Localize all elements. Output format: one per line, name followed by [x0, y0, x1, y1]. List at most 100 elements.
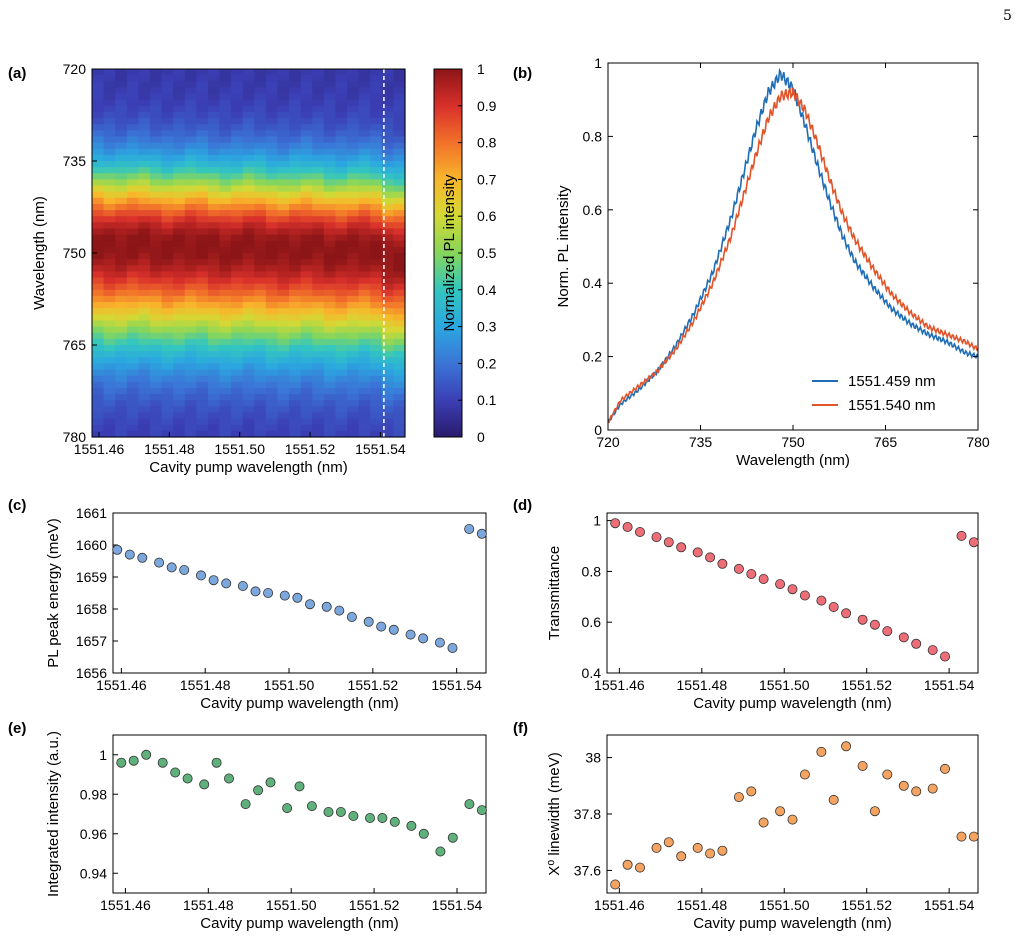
heatmap-cell: [126, 130, 139, 138]
heatmap-cell: [381, 148, 394, 156]
heatmap-cell: [196, 185, 209, 193]
heatmap-cell: [335, 271, 348, 279]
heatmap-cell: [126, 412, 139, 420]
heatmap-cell: [207, 75, 221, 82]
heatmap-cell: [393, 430, 406, 438]
heatmap-cell: [358, 418, 371, 426]
heatmap-cell: [161, 345, 174, 352]
heatmap-cell: [335, 338, 348, 346]
heatmap-cell: [277, 191, 290, 199]
heatmap-cell: [231, 148, 244, 156]
heatmap-cell: [92, 93, 105, 101]
heatmap-cell: [289, 369, 302, 377]
heatmap-cell: [138, 400, 151, 407]
heatmap-cell: [92, 308, 105, 315]
heatmap-cell: [312, 412, 325, 420]
data-point: [787, 814, 798, 825]
heatmap-cell: [173, 87, 186, 95]
heatmap-cell: [184, 259, 197, 266]
heatmap-cell: [103, 173, 116, 180]
heatmap-cell: [184, 363, 197, 371]
heatmap-cell: [347, 148, 360, 156]
heatmap-cell: [323, 87, 337, 95]
heatmap-cell: [347, 295, 360, 303]
heatmap-cell: [265, 289, 279, 297]
heatmap-cell: [196, 210, 209, 217]
heatmap-cell: [347, 345, 360, 352]
heatmap-cell: [149, 210, 163, 217]
heatmap-cell: [103, 191, 116, 199]
heatmap-cell: [381, 375, 394, 383]
heatmap-cell: [289, 418, 302, 426]
heatmap-cell: [207, 111, 221, 119]
heatmap-cell: [173, 332, 186, 340]
heatmap-cell: [149, 246, 163, 254]
heatmap-cell: [138, 161, 151, 168]
heatmap-cell: [312, 418, 325, 426]
heatmap-cell: [173, 289, 186, 297]
y-tick-label: 1: [593, 513, 601, 529]
heatmap-cell: [265, 387, 279, 395]
data-point: [389, 816, 400, 827]
heatmap-cell: [393, 173, 406, 180]
heatmap-cell: [219, 424, 232, 432]
heatmap-cell: [312, 369, 325, 377]
heatmap-cell: [323, 430, 337, 438]
data-point: [663, 537, 674, 548]
panel-b: (b)720 735 750 765 78000.20.40.60.81Waveleng…: [513, 55, 990, 469]
heatmap-cell: [103, 314, 116, 322]
heatmap-cell: [173, 259, 186, 266]
heatmap-cell: [184, 357, 197, 364]
heatmap-cell: [300, 394, 313, 401]
heatmap-cell: [138, 246, 151, 254]
heatmap-cell: [300, 406, 313, 414]
heatmap-cell: [254, 124, 267, 131]
heatmap-cell: [184, 338, 197, 346]
data-point: [635, 527, 646, 538]
data-point: [166, 562, 177, 573]
heatmap-cell: [300, 357, 313, 364]
heatmap-cell: [231, 418, 244, 426]
heatmap-cell: [323, 240, 337, 248]
heatmap-cell: [103, 75, 116, 82]
y-tick-label: 37.6: [574, 862, 601, 878]
heatmap-cell: [242, 332, 255, 340]
data-point: [610, 518, 621, 529]
heatmap-cell: [277, 265, 290, 272]
heatmap-cell: [312, 289, 325, 297]
heatmap-cell: [115, 154, 128, 162]
heatmap-cell: [381, 271, 394, 279]
heatmap-cell: [103, 253, 116, 260]
heatmap-cell: [219, 387, 232, 395]
heatmap-cell: [358, 99, 371, 107]
heatmap-cell: [323, 246, 337, 254]
heatmap-cell: [196, 240, 209, 248]
heatmap-cell: [300, 289, 313, 297]
data-point: [221, 578, 232, 589]
heatmap-cell: [207, 295, 221, 303]
heatmap-cell: [103, 161, 116, 168]
heatmap-cell: [184, 93, 197, 101]
heatmap-cell: [126, 277, 139, 285]
heatmap-cell: [254, 87, 267, 95]
x-tick-label: 1551.48: [180, 677, 231, 693]
heatmap-cell: [173, 93, 186, 101]
heatmap-cell: [126, 203, 139, 211]
heatmap-cell: [196, 222, 209, 230]
heatmap-cell: [335, 185, 348, 193]
heatmap-cell: [277, 148, 290, 156]
heatmap-cell: [231, 424, 244, 432]
heatmap-cell: [265, 308, 279, 315]
heatmap-cell: [381, 130, 394, 138]
heatmap-cell: [242, 154, 255, 162]
heatmap-cell: [277, 259, 290, 266]
data-point: [882, 769, 893, 780]
heatmap-cell: [277, 271, 290, 279]
heatmap-cell: [219, 148, 232, 156]
heatmap-cell: [231, 81, 244, 88]
heatmap-cell: [149, 357, 163, 364]
heatmap-cell: [184, 142, 197, 150]
x-axis-label: Cavity pump wavelength (nm): [693, 915, 891, 932]
heatmap-cell: [335, 105, 348, 113]
heatmap-cell: [161, 430, 174, 438]
